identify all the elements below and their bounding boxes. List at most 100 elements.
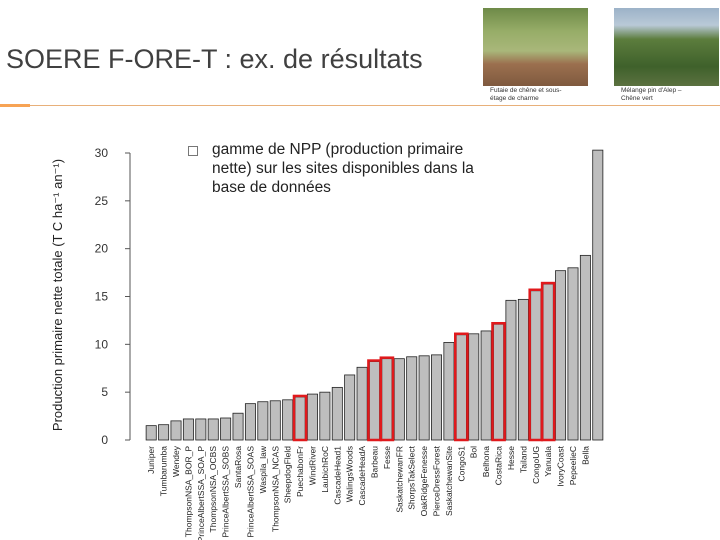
bar	[418, 355, 430, 441]
bar	[195, 418, 207, 441]
x-tick-label: OakRidgeFenesse	[419, 446, 429, 517]
bar	[579, 254, 591, 441]
bar	[567, 267, 579, 441]
bar	[517, 298, 529, 441]
x-tick-label: Fesse	[382, 446, 392, 469]
bar	[257, 401, 269, 441]
bar	[480, 330, 492, 441]
bar	[592, 149, 604, 441]
x-tick-label: SantaRosa	[233, 446, 243, 488]
x-tick-label: SaskatchewanSite	[444, 446, 454, 516]
bar	[232, 412, 244, 441]
x-tick-label: Yanuala	[543, 446, 553, 477]
x-tick-label: PierceDressForest	[432, 445, 442, 516]
photo2-caption: Mélange pin d'Alep – Chêne vert	[621, 87, 682, 102]
y-tick-label: 15	[95, 290, 109, 304]
x-tick-label: Tumbarumba	[159, 446, 169, 497]
x-tick-label: Wendey	[171, 445, 181, 477]
bar	[182, 418, 194, 441]
y-axis: 0 5 10 15 20 25 30	[95, 146, 131, 447]
y-axis-label: Production primaire nette totale (T C ha…	[50, 159, 65, 431]
x-tick-label: Juniper	[146, 446, 156, 474]
highlight-boxes	[292, 281, 556, 442]
bar	[555, 270, 567, 441]
bar	[344, 374, 356, 441]
bullet-text: gamme de NPP (production primaire nette)…	[212, 141, 474, 196]
bar	[158, 424, 170, 441]
bar	[207, 418, 219, 441]
bullet-square-icon	[188, 146, 198, 156]
y-tick-label: 0	[101, 433, 108, 447]
title-divider	[30, 105, 720, 106]
bar	[443, 342, 455, 441]
y-tick-label: 30	[95, 146, 109, 160]
highlight-box	[491, 321, 506, 442]
x-tick-label: Hesse	[506, 446, 516, 470]
x-tick-label: PrinceAlbertSSA_SOBS	[221, 446, 231, 538]
bar	[393, 358, 405, 441]
x-tick-labels: Juniper Tumbarumba Wendey ThompsonNSA_BOR_P…	[146, 445, 590, 540]
bar	[406, 356, 418, 441]
x-tick-label: ThompsonNSA_OCBS	[208, 446, 218, 533]
bar	[306, 393, 318, 441]
x-tick-label: Bella	[580, 446, 590, 465]
x-tick-label: CascadeHeadA	[357, 446, 367, 506]
bar	[244, 403, 256, 441]
bar	[282, 399, 294, 441]
bar	[431, 354, 443, 441]
x-tick-label: Tailand	[518, 446, 528, 473]
highlight-box	[379, 356, 395, 442]
x-tick-label: CascadeHead1	[332, 446, 342, 505]
bar	[530, 290, 542, 441]
x-tick-label: CongoUG	[531, 446, 541, 484]
x-tick-label: PrinceAlbertSSA_SOA_P	[196, 446, 206, 540]
x-tick-label: SaskatchewanFR	[394, 446, 404, 513]
photo-pine-oak	[614, 8, 719, 86]
slide-title: SOERE F-ORE-T : ex. de résultats	[6, 44, 423, 74]
x-tick-label: WalingsWoods	[345, 446, 355, 502]
bar	[455, 334, 467, 441]
title-accent-bar	[0, 104, 30, 107]
y-tick-label: 5	[101, 385, 108, 399]
bar	[294, 396, 306, 441]
bar	[269, 400, 281, 441]
y-tick-label: 10	[95, 337, 109, 351]
x-tick-label: ShorpsTakSelect	[407, 445, 417, 509]
x-tick-label: IvoryCoast	[556, 445, 566, 486]
bars	[145, 149, 604, 441]
y-tick-label: 20	[95, 242, 109, 256]
x-tick-label: ThompsonNSA_BOR_P	[183, 446, 193, 538]
x-tick-label: SheepdogFleld	[283, 446, 293, 503]
x-tick-label: Waspila_law	[258, 445, 268, 493]
x-tick-label: Belhona	[481, 446, 491, 477]
x-tick-label: ThompsonNSA_NCAS	[270, 446, 280, 532]
bar	[542, 283, 554, 441]
x-tick-label: PepeelieC	[568, 446, 578, 485]
y-tick-label: 25	[95, 194, 109, 208]
x-tick-label: WindRiver	[307, 446, 317, 485]
highlight-box	[454, 332, 469, 442]
x-tick-label: PrinceAlbertSSA_SOAS	[245, 446, 255, 538]
bar	[381, 358, 393, 441]
x-tick-label: CostaRica	[494, 446, 504, 485]
bar	[369, 361, 380, 441]
bar	[356, 366, 368, 441]
x-tick-label: CongoS1	[456, 446, 466, 482]
highlight-box	[292, 394, 308, 442]
bar	[468, 333, 480, 441]
bar	[319, 391, 331, 441]
bar	[170, 420, 182, 441]
bar	[220, 417, 232, 441]
bar	[145, 425, 157, 441]
x-tick-label: Bol	[469, 446, 479, 458]
x-tick-label: PuechabonFr	[295, 446, 305, 497]
bar	[331, 386, 343, 441]
x-tick-label: Barbeau	[370, 446, 380, 478]
bar	[505, 299, 517, 441]
highlight-box	[540, 281, 556, 442]
photo-oak-hornbeam	[483, 8, 588, 86]
photo1-caption: Futaie de chêne et sous- étage de charme	[490, 87, 562, 102]
x-tick-label: LaubichRoC	[320, 446, 330, 493]
bar	[493, 323, 505, 441]
